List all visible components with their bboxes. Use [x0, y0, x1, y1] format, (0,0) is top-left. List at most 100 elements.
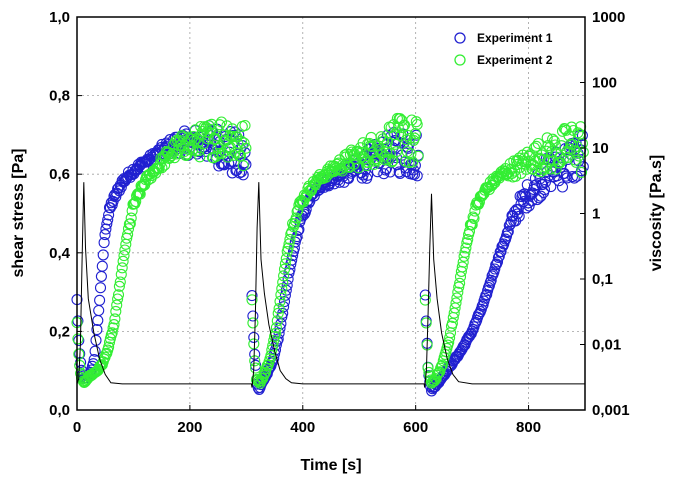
- data-point: [97, 249, 109, 261]
- data-point: [73, 348, 85, 360]
- data-point: [560, 124, 572, 136]
- ticks: 0 200 400 600 800 0,0 0,2 0,4 0,6 0,8 1,0 0,001 0,01…: [49, 9, 629, 436]
- x-tick-label: 400: [290, 419, 315, 436]
- data-point: [390, 138, 402, 150]
- data-point: [250, 362, 262, 374]
- data-point: [510, 170, 522, 182]
- data-point: [511, 208, 523, 220]
- data-point: [126, 205, 138, 217]
- data-point: [124, 218, 136, 230]
- data-point: [110, 305, 122, 317]
- data-point: [286, 226, 298, 238]
- data-point: [492, 251, 504, 264]
- y-tick-label: 0,4: [49, 245, 71, 262]
- data-point: [156, 162, 168, 174]
- data-point: [103, 341, 115, 353]
- data-point: [467, 211, 479, 223]
- data-point: [560, 170, 572, 182]
- y2-axis-title: viscosity [Pa.s]: [648, 155, 665, 272]
- y2-tick-label: 10: [592, 140, 609, 157]
- data-point: [460, 242, 472, 254]
- data-point: [176, 129, 188, 142]
- data-point: [72, 315, 84, 327]
- x-axis-title: Time [s]: [300, 457, 361, 474]
- data-point: [559, 123, 571, 135]
- x-tick-label: 200: [177, 419, 202, 436]
- data-point: [485, 274, 497, 286]
- data-point: [98, 237, 110, 249]
- data-point: [205, 123, 217, 136]
- y-tick-label: 0,8: [49, 88, 70, 105]
- data-point: [114, 276, 126, 288]
- data-point: [412, 150, 424, 162]
- data-point: [444, 332, 456, 344]
- data-point: [276, 283, 288, 295]
- data-point: [90, 334, 102, 346]
- y-tick-label: 1,0: [49, 9, 70, 26]
- data-point: [545, 163, 557, 175]
- data-point: [501, 227, 513, 239]
- data-point: [512, 203, 524, 215]
- data-point: [403, 157, 415, 169]
- data-point: [520, 202, 532, 214]
- legend: Experiment 1 Experiment 2: [454, 31, 553, 67]
- data-point: [280, 253, 292, 265]
- data-point: [246, 294, 258, 306]
- legend-marker-experiment-2: [454, 54, 466, 66]
- data-point: [279, 258, 291, 270]
- data-point: [284, 233, 296, 245]
- y-tick-label: 0,6: [49, 166, 70, 183]
- data-point: [450, 297, 462, 309]
- data-point: [240, 142, 252, 154]
- data-point: [162, 146, 174, 158]
- data-point: [538, 184, 551, 196]
- data-point: [210, 150, 222, 162]
- data-point: [118, 250, 130, 262]
- data-point: [549, 139, 561, 151]
- data-point: [386, 156, 398, 168]
- data-point: [196, 143, 208, 155]
- y-tick-label: 0,0: [49, 402, 70, 419]
- y2-tick-label: 0,001: [592, 402, 630, 419]
- y2-tick-label: 1000: [592, 9, 625, 26]
- data-point: [273, 303, 285, 315]
- data-point: [108, 319, 120, 331]
- data-point: [164, 151, 176, 163]
- data-point: [194, 151, 206, 163]
- y2-tick-label: 100: [592, 75, 617, 92]
- data-point: [458, 250, 470, 262]
- data-point: [392, 122, 404, 134]
- data-point: [420, 317, 432, 329]
- data-point: [93, 304, 105, 317]
- y2-tick-label: 0,1: [592, 271, 613, 288]
- data-point: [237, 169, 249, 181]
- data-point: [451, 292, 463, 304]
- data-point: [555, 151, 567, 163]
- data-point: [274, 295, 286, 307]
- data-point: [537, 178, 549, 190]
- data-point: [104, 202, 116, 214]
- data-point: [122, 223, 135, 235]
- data-point: [196, 125, 209, 137]
- data-point: [530, 140, 542, 152]
- data-point: [250, 359, 262, 371]
- data-point: [453, 281, 465, 293]
- data-point: [112, 289, 125, 301]
- data-point: [352, 162, 365, 174]
- data-point: [533, 152, 545, 164]
- data-point: [246, 290, 258, 302]
- data-point: [422, 362, 434, 374]
- data-point: [393, 166, 405, 178]
- data-point: [356, 150, 368, 163]
- data-point: [102, 214, 114, 226]
- y2-tick-label: 1: [592, 206, 600, 223]
- data-point: [113, 280, 125, 292]
- data-point: [286, 254, 298, 266]
- data-point: [554, 157, 566, 169]
- data-point: [270, 322, 282, 334]
- data-point: [456, 261, 468, 273]
- data-point: [106, 327, 118, 339]
- data-point: [410, 129, 422, 141]
- data-point: [495, 245, 507, 258]
